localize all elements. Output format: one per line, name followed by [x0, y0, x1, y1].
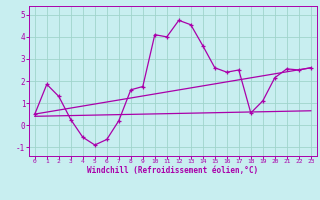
X-axis label: Windchill (Refroidissement éolien,°C): Windchill (Refroidissement éolien,°C)	[87, 166, 258, 175]
